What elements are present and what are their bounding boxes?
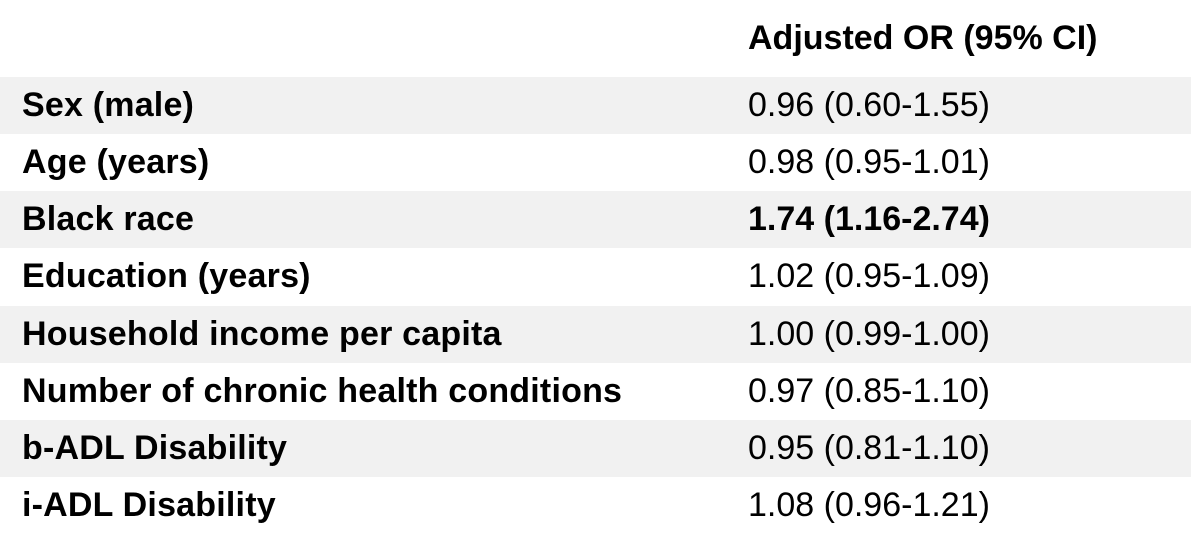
table-header-row: Adjusted OR (95% CI) xyxy=(0,0,1191,77)
row-label: i-ADL Disability xyxy=(22,485,276,524)
table-row: Sex (male) 0.96 (0.60-1.55) xyxy=(0,77,1191,135)
row-value: 1.08 (0.96-1.21) xyxy=(748,485,990,524)
row-value: 0.98 (0.95-1.01) xyxy=(748,143,990,182)
header-value-cell: Adjusted OR (95% CI) xyxy=(748,19,1098,57)
table-row: Age (years) 0.98 (0.95-1.01) xyxy=(0,134,1191,191)
row-label: b-ADL Disability xyxy=(22,428,288,467)
row-label: Sex (male) xyxy=(22,86,195,125)
table-body: Sex (male) 0.96 (0.60-1.55) Age (years) … xyxy=(0,77,1191,534)
row-label: Number of chronic health conditions xyxy=(22,371,623,410)
row-value: 0.97 (0.85-1.10) xyxy=(748,371,990,410)
row-value: 1.02 (0.95-1.09) xyxy=(748,257,990,296)
table-row: i-ADL Disability 1.08 (0.96-1.21) xyxy=(0,477,1191,534)
row-label: Black race xyxy=(22,200,195,239)
row-label: Education (years) xyxy=(22,257,311,296)
row-value: 1.00 (0.99-1.00) xyxy=(748,314,990,353)
table-row: Number of chronic health conditions 0.97… xyxy=(0,363,1191,420)
row-value: 1.74 (1.16-2.74) xyxy=(748,200,990,239)
table-row: Education (years) 1.02 (0.95-1.09) xyxy=(0,248,1191,305)
table-row: Household income per capita 1.00 (0.99-1… xyxy=(0,305,1191,363)
row-value: 0.95 (0.81-1.10) xyxy=(748,428,990,467)
table-row: Black race 1.74 (1.16-2.74) xyxy=(0,191,1191,249)
row-label: Household income per capita xyxy=(22,314,502,353)
row-label: Age (years) xyxy=(22,143,210,182)
table-row: b-ADL Disability 0.95 (0.81-1.10) xyxy=(0,419,1191,477)
row-value: 0.96 (0.60-1.55) xyxy=(748,86,990,125)
